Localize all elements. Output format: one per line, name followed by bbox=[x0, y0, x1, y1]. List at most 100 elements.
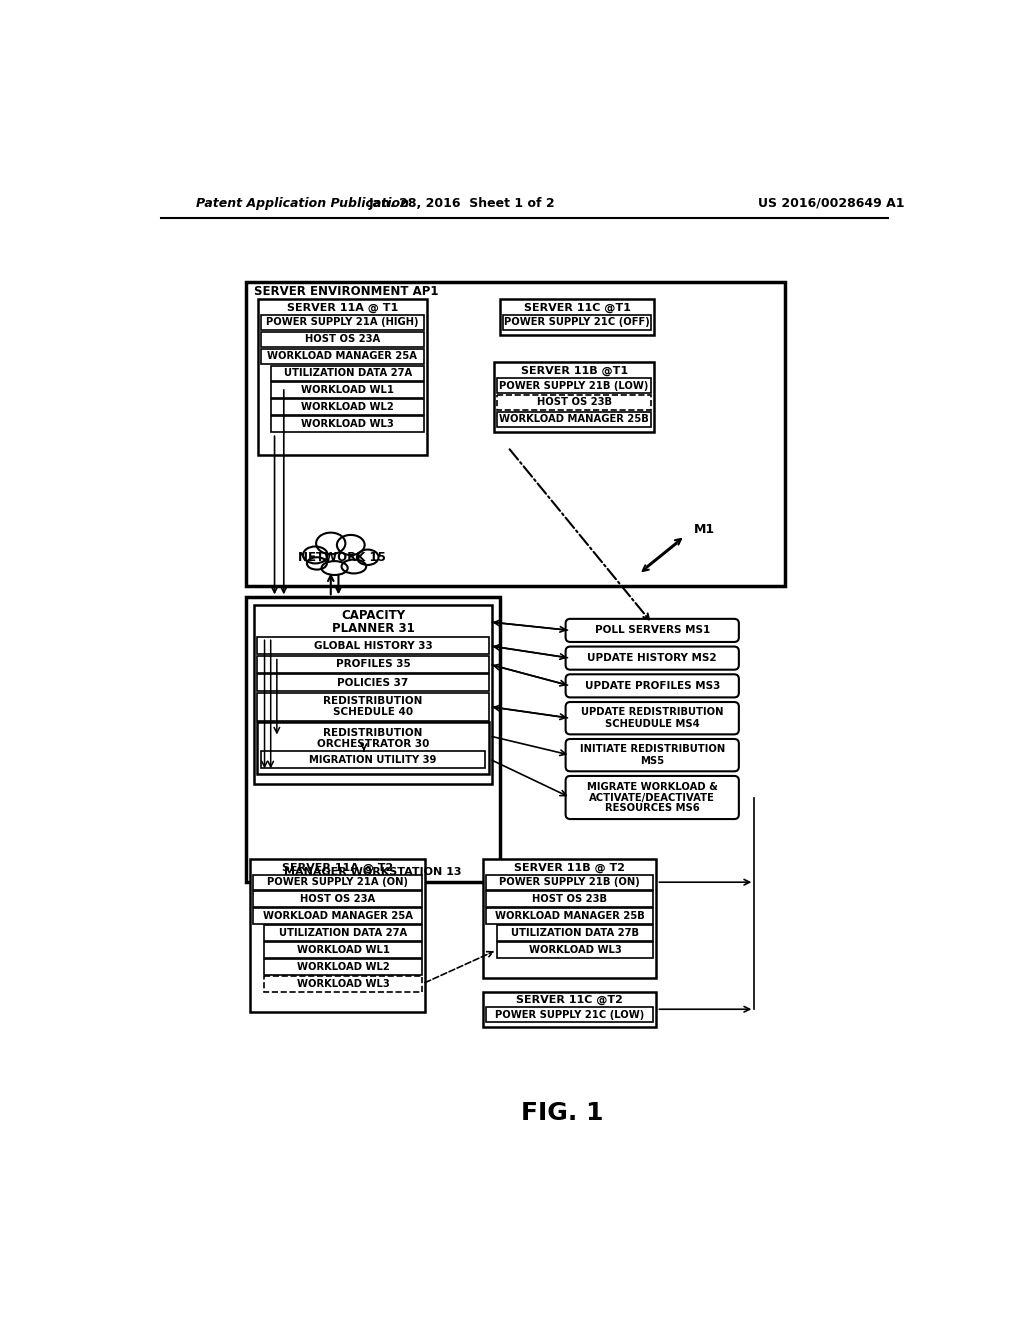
FancyBboxPatch shape bbox=[565, 647, 739, 669]
Text: SERVER 11A @ T2: SERVER 11A @ T2 bbox=[282, 862, 393, 873]
Text: RESOURCES MS6: RESOURCES MS6 bbox=[605, 804, 699, 813]
Text: ORCHESTRATOR 30: ORCHESTRATOR 30 bbox=[316, 739, 429, 748]
FancyBboxPatch shape bbox=[497, 942, 653, 958]
Text: WORKLOAD MANAGER 25B: WORKLOAD MANAGER 25B bbox=[495, 911, 645, 921]
FancyBboxPatch shape bbox=[261, 751, 484, 768]
Text: CAPACITY: CAPACITY bbox=[341, 610, 406, 622]
FancyBboxPatch shape bbox=[500, 300, 654, 335]
FancyBboxPatch shape bbox=[250, 859, 425, 1011]
FancyBboxPatch shape bbox=[483, 859, 656, 978]
FancyBboxPatch shape bbox=[264, 925, 422, 941]
Text: INITIATE REDISTRIBUTION: INITIATE REDISTRIBUTION bbox=[580, 744, 725, 754]
Text: HOST OS 23B: HOST OS 23B bbox=[532, 894, 607, 904]
Text: MS5: MS5 bbox=[640, 756, 665, 767]
FancyBboxPatch shape bbox=[486, 1007, 653, 1022]
Text: Patent Application Publication: Patent Application Publication bbox=[196, 197, 409, 210]
FancyBboxPatch shape bbox=[271, 366, 424, 381]
Text: SERVER 11C @T1: SERVER 11C @T1 bbox=[523, 302, 631, 313]
Text: POWER SUPPLY 21A (HIGH): POWER SUPPLY 21A (HIGH) bbox=[266, 317, 419, 327]
Text: UPDATE REDISTRIBUTION: UPDATE REDISTRIBUTION bbox=[581, 708, 724, 717]
Text: HOST OS 23B: HOST OS 23B bbox=[537, 397, 611, 408]
FancyBboxPatch shape bbox=[257, 638, 489, 655]
FancyBboxPatch shape bbox=[254, 605, 493, 784]
Text: PROFILES 35: PROFILES 35 bbox=[336, 659, 411, 669]
Text: SERVER ENVIRONMENT AP1: SERVER ENVIRONMENT AP1 bbox=[254, 285, 438, 298]
Text: Jan. 28, 2016  Sheet 1 of 2: Jan. 28, 2016 Sheet 1 of 2 bbox=[369, 197, 555, 210]
Text: M1: M1 bbox=[694, 523, 716, 536]
Text: POWER SUPPLY 21B (LOW): POWER SUPPLY 21B (LOW) bbox=[500, 380, 649, 391]
FancyBboxPatch shape bbox=[503, 314, 651, 330]
FancyBboxPatch shape bbox=[271, 400, 424, 414]
Text: WORKLOAD WL2: WORKLOAD WL2 bbox=[297, 962, 389, 972]
Text: WORKLOAD MANAGER 25B: WORKLOAD MANAGER 25B bbox=[500, 414, 649, 425]
Text: UTILIZATION DATA 27A: UTILIZATION DATA 27A bbox=[279, 928, 408, 939]
FancyBboxPatch shape bbox=[257, 693, 489, 721]
FancyBboxPatch shape bbox=[264, 960, 422, 974]
FancyBboxPatch shape bbox=[264, 977, 422, 991]
Text: WORKLOAD WL3: WORKLOAD WL3 bbox=[528, 945, 622, 954]
FancyBboxPatch shape bbox=[497, 378, 651, 393]
Ellipse shape bbox=[322, 561, 348, 576]
FancyBboxPatch shape bbox=[486, 891, 653, 907]
Text: FIG. 1: FIG. 1 bbox=[520, 1101, 603, 1125]
FancyBboxPatch shape bbox=[253, 874, 422, 890]
Text: WORKLOAD WL1: WORKLOAD WL1 bbox=[297, 945, 389, 954]
Text: SERVER 11C @T2: SERVER 11C @T2 bbox=[516, 995, 624, 1005]
Text: SERVER 11B @ T2: SERVER 11B @ T2 bbox=[514, 862, 626, 873]
Text: GLOBAL HISTORY 33: GLOBAL HISTORY 33 bbox=[313, 640, 432, 651]
Text: UPDATE HISTORY MS2: UPDATE HISTORY MS2 bbox=[588, 653, 717, 663]
FancyBboxPatch shape bbox=[264, 942, 422, 958]
FancyBboxPatch shape bbox=[497, 925, 653, 941]
FancyBboxPatch shape bbox=[257, 656, 489, 673]
Text: WORKLOAD WL1: WORKLOAD WL1 bbox=[301, 385, 394, 395]
Text: SCHEDULE 40: SCHEDULE 40 bbox=[333, 708, 413, 717]
FancyBboxPatch shape bbox=[246, 597, 500, 882]
FancyBboxPatch shape bbox=[565, 739, 739, 771]
Text: SERVER 11B @T1: SERVER 11B @T1 bbox=[520, 366, 628, 376]
FancyBboxPatch shape bbox=[565, 619, 739, 642]
Text: WORKLOAD MANAGER 25A: WORKLOAD MANAGER 25A bbox=[263, 911, 413, 921]
FancyBboxPatch shape bbox=[271, 416, 424, 432]
Text: MIGRATION UTILITY 39: MIGRATION UTILITY 39 bbox=[309, 755, 437, 764]
FancyBboxPatch shape bbox=[497, 395, 651, 411]
Text: HOST OS 23A: HOST OS 23A bbox=[300, 894, 376, 904]
FancyBboxPatch shape bbox=[253, 908, 422, 924]
Text: POLICIES 37: POLICIES 37 bbox=[338, 677, 409, 688]
FancyBboxPatch shape bbox=[483, 991, 656, 1027]
Text: UTILIZATION DATA 27A: UTILIZATION DATA 27A bbox=[284, 368, 412, 379]
Text: UPDATE PROFILES MS3: UPDATE PROFILES MS3 bbox=[585, 681, 720, 690]
Text: POWER SUPPLY 21A (ON): POWER SUPPLY 21A (ON) bbox=[267, 878, 409, 887]
Text: POWER SUPPLY 21C (LOW): POWER SUPPLY 21C (LOW) bbox=[496, 1010, 644, 1019]
FancyBboxPatch shape bbox=[246, 281, 785, 586]
Text: SCHEUDULE MS4: SCHEUDULE MS4 bbox=[605, 719, 699, 730]
Text: REDISTRIBUTION: REDISTRIBUTION bbox=[324, 696, 423, 706]
FancyBboxPatch shape bbox=[261, 331, 424, 347]
Text: REDISTRIBUTION: REDISTRIBUTION bbox=[324, 727, 423, 738]
Text: US 2016/0028649 A1: US 2016/0028649 A1 bbox=[758, 197, 904, 210]
Text: SERVER 11A @ T1: SERVER 11A @ T1 bbox=[287, 302, 398, 313]
FancyBboxPatch shape bbox=[253, 891, 422, 907]
FancyBboxPatch shape bbox=[257, 722, 489, 775]
Text: WORKLOAD MANAGER 25A: WORKLOAD MANAGER 25A bbox=[267, 351, 418, 362]
FancyBboxPatch shape bbox=[565, 675, 739, 697]
Text: POLL SERVERS MS1: POLL SERVERS MS1 bbox=[595, 626, 710, 635]
Text: ACTIVATE/DEACTIVATE: ACTIVATE/DEACTIVATE bbox=[589, 792, 715, 803]
Text: WORKLOAD WL3: WORKLOAD WL3 bbox=[297, 979, 389, 989]
Ellipse shape bbox=[342, 560, 367, 573]
Ellipse shape bbox=[303, 546, 328, 564]
Text: MANAGER WORKSTATION 13: MANAGER WORKSTATION 13 bbox=[285, 867, 462, 878]
FancyBboxPatch shape bbox=[257, 675, 489, 692]
Text: MIGRATE WORKLOAD &: MIGRATE WORKLOAD & bbox=[587, 781, 718, 792]
FancyBboxPatch shape bbox=[497, 412, 651, 428]
Text: UTILIZATION DATA 27B: UTILIZATION DATA 27B bbox=[511, 928, 639, 939]
Ellipse shape bbox=[316, 533, 345, 554]
Ellipse shape bbox=[337, 535, 365, 554]
FancyBboxPatch shape bbox=[565, 776, 739, 818]
Text: PLANNER 31: PLANNER 31 bbox=[332, 622, 415, 635]
FancyBboxPatch shape bbox=[258, 300, 427, 455]
Text: NETWORK 15: NETWORK 15 bbox=[298, 550, 386, 564]
Text: POWER SUPPLY 21B (ON): POWER SUPPLY 21B (ON) bbox=[500, 878, 640, 887]
FancyBboxPatch shape bbox=[261, 348, 424, 364]
Text: WORKLOAD WL2: WORKLOAD WL2 bbox=[301, 403, 394, 412]
Ellipse shape bbox=[307, 557, 327, 570]
